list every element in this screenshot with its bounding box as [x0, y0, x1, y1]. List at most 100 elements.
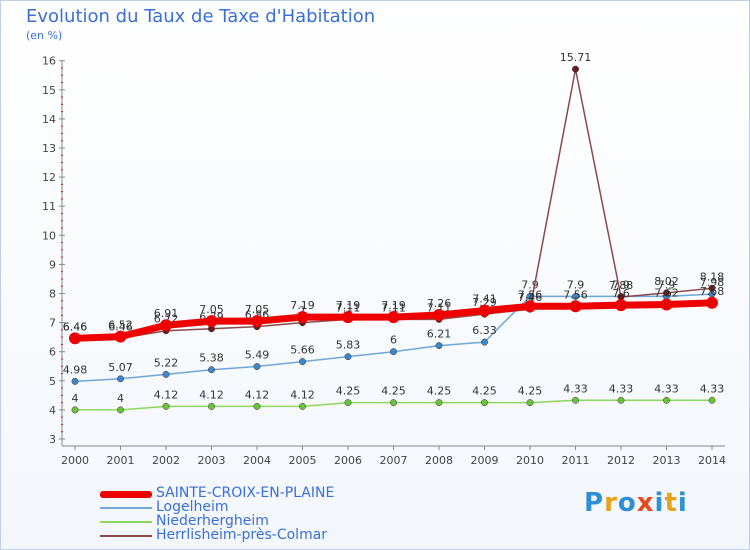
data-label: 6.21 [427, 328, 452, 341]
y-tick-label: 13 [42, 142, 56, 155]
data-label: 4.25 [336, 385, 361, 398]
data-label: 7.11 [381, 301, 406, 314]
x-tick-label: 2009 [471, 454, 499, 467]
data-label: 6.52 [108, 319, 133, 332]
data-label: 4.25 [381, 385, 406, 398]
data-label: 8.18 [700, 270, 725, 283]
data-point [433, 309, 445, 322]
y-tick-label: 6 [49, 346, 56, 359]
data-label: 4.33 [609, 382, 634, 395]
data-point [435, 342, 443, 350]
data-label: 7.41 [472, 293, 497, 306]
data-point [253, 402, 261, 410]
y-tick-label: 3 [49, 433, 56, 446]
data-label: 4.25 [472, 385, 497, 398]
data-label: 15.71 [560, 51, 592, 64]
legend-item-herrlisheim: Herrlisheim-près-Colmar [100, 527, 400, 544]
data-label: 6 [390, 334, 397, 347]
data-point [71, 377, 79, 385]
data-label: 7.88 [609, 279, 634, 292]
y-tick-label: 12 [42, 171, 56, 184]
x-tick-label: 2014 [698, 454, 726, 467]
data-label: 7.19 [290, 299, 315, 312]
data-point [160, 319, 172, 332]
data-point [251, 315, 263, 328]
data-label: 7.46 [518, 291, 543, 304]
data-label: 7.68 [700, 285, 725, 298]
data-point [208, 402, 215, 410]
logo-letter: i [654, 488, 665, 518]
data-point [706, 296, 718, 309]
data-point [162, 402, 170, 410]
data-label: 7.9 [658, 278, 676, 291]
y-tick-label: 8 [49, 288, 56, 301]
data-label: 6.33 [472, 324, 497, 337]
data-point [342, 311, 354, 324]
data-label: 7.11 [336, 301, 361, 314]
y-tick-label: 16 [42, 55, 56, 68]
data-label: 4.25 [518, 385, 543, 398]
chart-title: Evolution du Taux de Taxe d'Habitation [26, 6, 376, 27]
legend-label: Niederhergheim [156, 513, 269, 529]
data-label: 7.56 [563, 288, 588, 301]
data-label: 6.91 [154, 307, 179, 320]
data-point [524, 300, 536, 313]
data-point [114, 330, 127, 343]
data-label: 7.62 [654, 287, 679, 300]
x-tick-label: 2012 [607, 454, 635, 467]
data-point [572, 396, 579, 404]
data-point [572, 292, 579, 300]
data-point [299, 358, 306, 366]
legend-label: Logelheim [156, 499, 229, 515]
y-tick-label: 7 [49, 317, 56, 330]
legend-label: SAINTE-CROIX-EN-PLAINE [156, 485, 335, 501]
data-label: 5.22 [154, 356, 179, 369]
data-point [390, 348, 397, 356]
data-label: 8.02 [654, 275, 679, 288]
data-point [569, 300, 582, 313]
data-label: 5.49 [245, 349, 270, 362]
data-point [296, 311, 309, 324]
data-label: 7.26 [427, 297, 452, 310]
data-point [663, 289, 670, 297]
logo-letter: o [617, 488, 637, 518]
legend-swatch [100, 535, 152, 537]
data-point [390, 399, 397, 407]
data-point [299, 402, 306, 410]
y-tick-label: 5 [49, 375, 56, 388]
data-label: 4.12 [290, 388, 315, 401]
legend-swatch [100, 507, 152, 509]
data-label: 4.98 [63, 363, 88, 376]
data-label: 5.66 [290, 344, 315, 357]
data-label: 7.05 [199, 303, 224, 316]
proxiti-logo[interactable]: Proxiti [584, 488, 688, 518]
data-label: 4 [117, 392, 124, 405]
x-tick-label: 2003 [198, 454, 226, 467]
y-tick-label: 14 [42, 113, 56, 126]
y-tick-label: 4 [49, 404, 56, 417]
y-tick-label: 15 [42, 84, 56, 97]
data-point [572, 65, 579, 73]
data-label: 7.9 [612, 278, 630, 291]
data-label: 7.6 [612, 287, 630, 300]
data-point [117, 406, 124, 414]
data-label: 7.19 [336, 299, 361, 312]
data-point [526, 399, 534, 407]
x-tick-label: 2002 [152, 454, 180, 467]
x-tick-label: 2008 [425, 454, 453, 467]
logo-letter: x [636, 488, 655, 518]
data-point [478, 304, 491, 317]
data-point [617, 396, 625, 404]
chart-unit-label: (en %) [26, 29, 63, 42]
legend-item-sainte-croix: SAINTE-CROIX-EN-PLAINE [100, 485, 400, 502]
data-point [208, 366, 215, 374]
x-tick-label: 2007 [380, 454, 408, 467]
data-label: 4.12 [154, 388, 179, 401]
data-point [615, 299, 627, 312]
data-label: 7.56 [518, 288, 543, 301]
data-label: 4.33 [654, 382, 679, 395]
x-tick-label: 2000 [61, 454, 89, 467]
data-point [344, 353, 352, 361]
